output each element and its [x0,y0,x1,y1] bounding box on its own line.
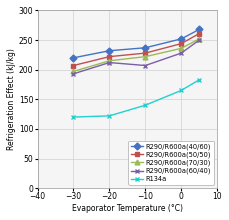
R290/R600a(60/40) [198,39,201,41]
Line: R290/R600a(50/50): R290/R600a(50/50) [71,31,202,68]
Y-axis label: Refrigeration Effect (kJ/kg): Refrigeration Effect (kJ/kg) [7,48,16,150]
Legend: R290/R600a(40/60), R290/R600a(50/50), R290/R600a(70/30), R290/R600a(60/40), R134: R290/R600a(40/60), R290/R600a(50/50), R2… [128,141,214,185]
R290/R600a(50/50) [108,55,111,58]
R290/R600a(60/40) [144,64,147,67]
Line: R290/R600a(40/60): R290/R600a(40/60) [71,27,202,60]
R290/R600a(50/50) [72,64,75,67]
R290/R600a(40/60) [144,46,147,49]
R290/R600a(70/30) [180,47,183,50]
R290/R600a(40/60) [198,28,201,31]
R290/R600a(70/30) [198,38,201,40]
R290/R600a(60/40) [108,61,111,64]
R290/R600a(70/30) [144,55,147,58]
R134a [198,78,201,81]
R134a [144,104,147,106]
Line: R290/R600a(60/40): R290/R600a(60/40) [71,38,202,76]
X-axis label: Evaporator Temperature (°C): Evaporator Temperature (°C) [72,204,183,213]
R290/R600a(50/50) [198,32,201,35]
Line: R290/R600a(70/30): R290/R600a(70/30) [71,37,202,74]
Line: R134a: R134a [71,77,202,119]
R290/R600a(50/50) [144,52,147,54]
R290/R600a(60/40) [72,73,75,75]
R134a [180,89,183,92]
R290/R600a(60/40) [180,52,183,54]
R290/R600a(40/60) [108,50,111,52]
R290/R600a(70/30) [72,70,75,73]
R290/R600a(50/50) [180,42,183,45]
R290/R600a(70/30) [108,59,111,62]
R134a [108,115,111,117]
R134a [72,116,75,118]
R290/R600a(40/60) [180,38,183,40]
R290/R600a(40/60) [72,57,75,59]
